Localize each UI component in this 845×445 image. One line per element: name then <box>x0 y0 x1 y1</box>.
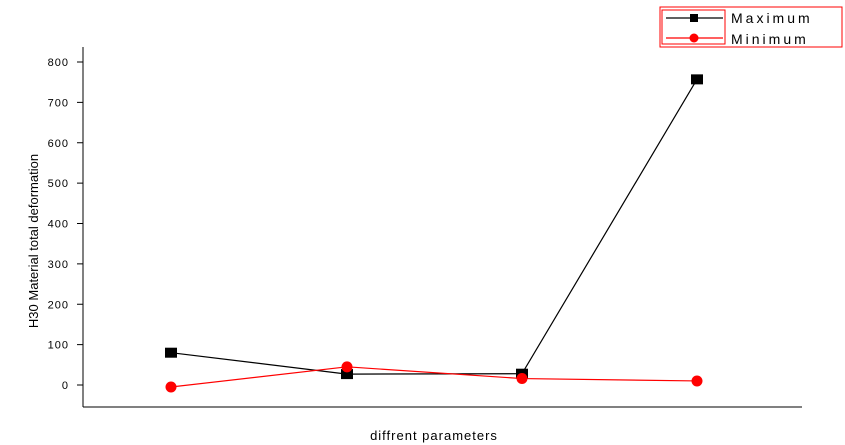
y-tick-label: 0 <box>62 380 69 392</box>
data-point-maximum <box>165 347 177 358</box>
y-ticks: 0 100 200 300 400 500 600 700 800 <box>48 57 83 392</box>
legend-marker-maximum <box>690 14 698 22</box>
series-maximum <box>165 74 703 380</box>
legend-item-minimum: Minimum <box>666 31 809 47</box>
legend-label-minimum: Minimum <box>731 31 809 47</box>
axes <box>82 47 802 408</box>
data-point-maximum <box>341 369 353 380</box>
data-point-minimum <box>165 381 177 393</box>
legend-marker-minimum <box>689 33 699 43</box>
legend-swatch-box <box>661 9 726 45</box>
y-tick-label: 200 <box>48 299 69 311</box>
data-point-minimum <box>691 375 703 387</box>
legend: Maximum Minimum <box>659 6 843 48</box>
legend-item-maximum: Maximum <box>666 10 813 26</box>
series-line-maximum <box>170 79 698 375</box>
legend-label-maximum: Maximum <box>731 10 813 26</box>
y-axis-title: H30 Material total deformation <box>26 154 41 328</box>
series-layer <box>165 74 703 393</box>
y-tick-label: 500 <box>48 178 69 190</box>
series-minimum <box>165 361 703 393</box>
y-tick-label: 100 <box>48 340 69 352</box>
y-tick-label: 400 <box>48 219 69 231</box>
y-tick-label: 600 <box>48 138 69 150</box>
y-tick-label: 700 <box>48 97 69 109</box>
y-tick-label: 300 <box>48 259 69 271</box>
series-line-minimum <box>170 366 698 388</box>
y-tick-label: 800 <box>48 57 69 69</box>
data-point-minimum <box>341 361 353 373</box>
data-point-maximum <box>691 74 703 85</box>
data-point-minimum <box>516 373 528 385</box>
x-axis-title: diffrent parameters <box>370 428 498 443</box>
